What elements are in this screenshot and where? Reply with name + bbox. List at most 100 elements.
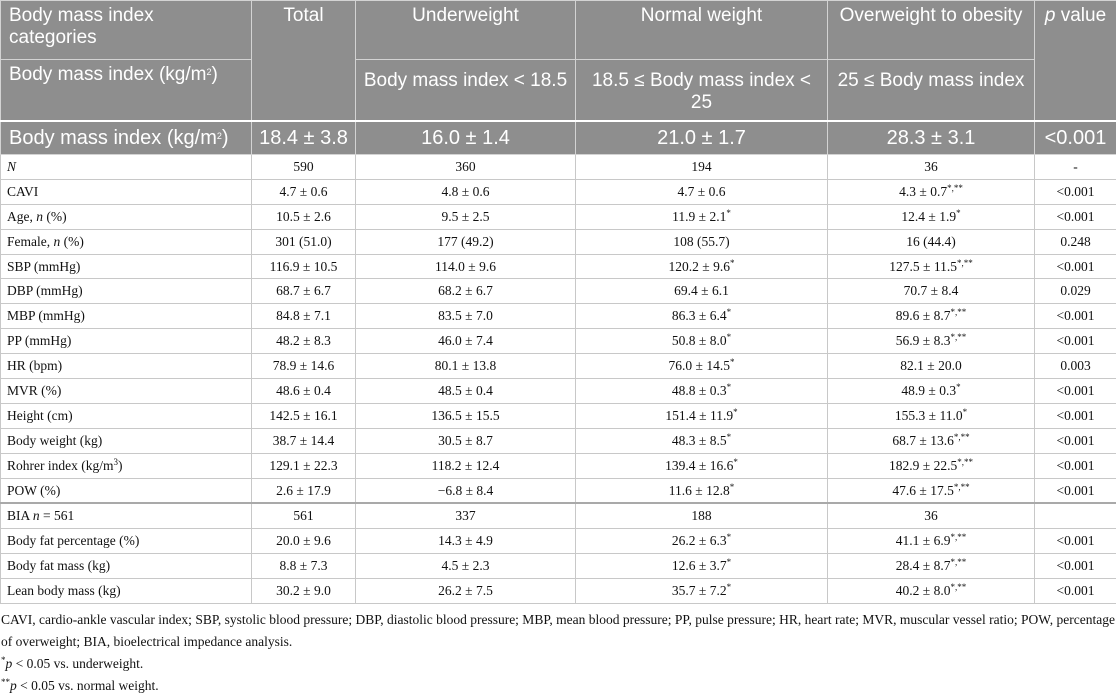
row-label-text: MVR (%)	[7, 383, 61, 398]
cell-overweight-sup: *,**	[950, 307, 966, 317]
cell-normal-sup: *	[727, 432, 732, 442]
cell-overweight: 127.5 ± 11.5*,**	[828, 254, 1035, 279]
row-label-italic: N	[7, 159, 16, 174]
results-table: Body mass index categories Total Underwe…	[0, 0, 1116, 604]
cell-overweight: 82.1 ± 20.0	[828, 354, 1035, 379]
cell-normal-value: 26.2 ± 6.3	[672, 533, 727, 548]
table-row: Female, n (%)301 (51.0)177 (49.2)108 (55…	[1, 229, 1116, 254]
cell-total: 84.8 ± 7.1	[252, 304, 356, 329]
cell-normal-value: 48.3 ± 8.5	[672, 433, 727, 448]
row-label: MVR (%)	[1, 379, 252, 404]
cell-normal-sup: *	[727, 532, 732, 542]
cell-underweight: 30.5 ± 8.7	[356, 428, 576, 453]
header-underweight-range-text: Body mass index < 18.5	[356, 60, 575, 92]
cell-normal-sup: *	[727, 332, 732, 342]
row-label-text: Body fat mass (kg)	[7, 558, 110, 573]
cell-overweight-sup: *,**	[957, 457, 973, 467]
cell-normal: 194	[576, 155, 828, 180]
cell-normal-sup: *	[727, 307, 732, 317]
cell-normal-sup: *	[726, 208, 731, 218]
row-label-text: Lean body mass (kg)	[7, 583, 121, 598]
cell-overweight: 40.2 ± 8.0*,**	[828, 579, 1035, 604]
header-normal-range-text: 18.5 ≤ Body mass index < 25	[576, 60, 827, 114]
header-categories-text: Body mass index categories	[9, 1, 251, 49]
cell-overweight-sup: *,**	[950, 532, 966, 542]
cell-overweight: 36	[828, 155, 1035, 180]
row-label-italic: n	[36, 209, 43, 224]
row-label: Rohrer index (kg/m3)	[1, 453, 252, 478]
cell-overweight-sup: *,**	[954, 482, 970, 492]
cell-normal-value: 120.2 ± 9.6	[669, 259, 730, 274]
row-label: SBP (mmHg)	[1, 254, 252, 279]
cell-normal: 4.7 ± 0.6	[576, 179, 828, 204]
cell-p-value: <0.001	[1035, 254, 1116, 279]
cell-overweight: 36	[828, 503, 1035, 528]
cell-normal-value: 11.6 ± 12.8	[669, 483, 730, 498]
cell-overweight-sup: *,**	[950, 332, 966, 342]
cell-normal: 151.4 ± 11.9*	[576, 403, 828, 428]
cell-total: 2.6 ± 17.9	[252, 478, 356, 503]
cell-overweight: 56.9 ± 8.3*,**	[828, 329, 1035, 354]
cell-p-value: 0.248	[1035, 229, 1116, 254]
cell-overweight-sup: *,**	[950, 557, 966, 567]
cell-normal: 139.4 ± 16.6*	[576, 453, 828, 478]
cell-total: 590	[252, 155, 356, 180]
header-overweight: Overweight to obesity	[828, 1, 1035, 60]
header-overweight-range: 25 ≤ Body mass index	[828, 60, 1035, 122]
cell-normal: 11.6 ± 12.8*	[576, 478, 828, 503]
header-normal-weight-text: Normal weight	[576, 1, 827, 27]
cell-underweight: 337	[356, 503, 576, 528]
cell-overweight-value: 68.7 ± 13.6	[892, 433, 953, 448]
cell-normal: 35.7 ± 7.2*	[576, 579, 828, 604]
cell-p-value: <0.001	[1035, 403, 1116, 428]
cell-underweight: 83.5 ± 7.0	[356, 304, 576, 329]
row-label-text: Rohrer index (kg/m	[7, 458, 113, 473]
cell-p-value: <0.001	[1035, 428, 1116, 453]
cell-underweight: 118.2 ± 12.4	[356, 453, 576, 478]
cell-normal: 50.8 ± 8.0*	[576, 329, 828, 354]
cell-normal-value: 12.6 ± 3.7	[672, 558, 727, 573]
cell-underweight: 4.8 ± 0.6	[356, 179, 576, 204]
cell-overweight: 182.9 ± 22.5*,**	[828, 453, 1035, 478]
cell-overweight: 41.1 ± 6.9*,**	[828, 529, 1035, 554]
cell-normal: 48.3 ± 8.5*	[576, 428, 828, 453]
cell-normal-value: 108 (55.7)	[673, 234, 729, 249]
cell-underweight: 26.2 ± 7.5	[356, 579, 576, 604]
cell-underweight: −6.8 ± 8.4	[356, 478, 576, 503]
row-label: N	[1, 155, 252, 180]
cell-normal-value: 50.8 ± 8.0	[672, 333, 727, 348]
cell-underweight: 48.5 ± 0.4	[356, 379, 576, 404]
cell-overweight-value: 41.1 ± 6.9	[896, 533, 951, 548]
footnote-star-text: < 0.05 vs. underweight.	[12, 656, 143, 671]
row-label: Body fat mass (kg)	[1, 554, 252, 579]
header-normal-weight: Normal weight	[576, 1, 828, 60]
header-bmi-label: Body mass index (kg/m2)	[1, 121, 252, 155]
cell-overweight-value: 12.4 ± 1.9	[901, 209, 956, 224]
header-overweight-text: Overweight to obesity	[828, 1, 1034, 27]
row-label: CAVI	[1, 179, 252, 204]
header-bmi-normal: 21.0 ± 1.7	[576, 121, 828, 155]
footnote-double-star-text: < 0.05 vs. normal weight.	[17, 678, 159, 693]
cell-overweight-value: 4.3 ± 0.7	[899, 184, 947, 199]
row-label-text: BIA	[7, 508, 33, 523]
cell-p-value: 0.003	[1035, 354, 1116, 379]
header-row-bmi-values: Body mass index (kg/m2) 18.4 ± 3.8 16.0 …	[1, 121, 1116, 155]
cell-normal-sup: *	[733, 457, 738, 467]
row-label-italic: n	[33, 508, 40, 523]
row-label-text: Height (cm)	[7, 408, 73, 423]
header-overweight-range-text: 25 ≤ Body mass index	[828, 60, 1034, 92]
footnote-double-star: **p < 0.05 vs. normal weight.	[0, 675, 1116, 697]
cell-p-value: <0.001	[1035, 529, 1116, 554]
header-total-text: Total	[252, 1, 355, 27]
row-label-text: Body weight (kg)	[7, 433, 102, 448]
cell-p-value: <0.001	[1035, 179, 1116, 204]
cell-overweight: 155.3 ± 11.0*	[828, 403, 1035, 428]
